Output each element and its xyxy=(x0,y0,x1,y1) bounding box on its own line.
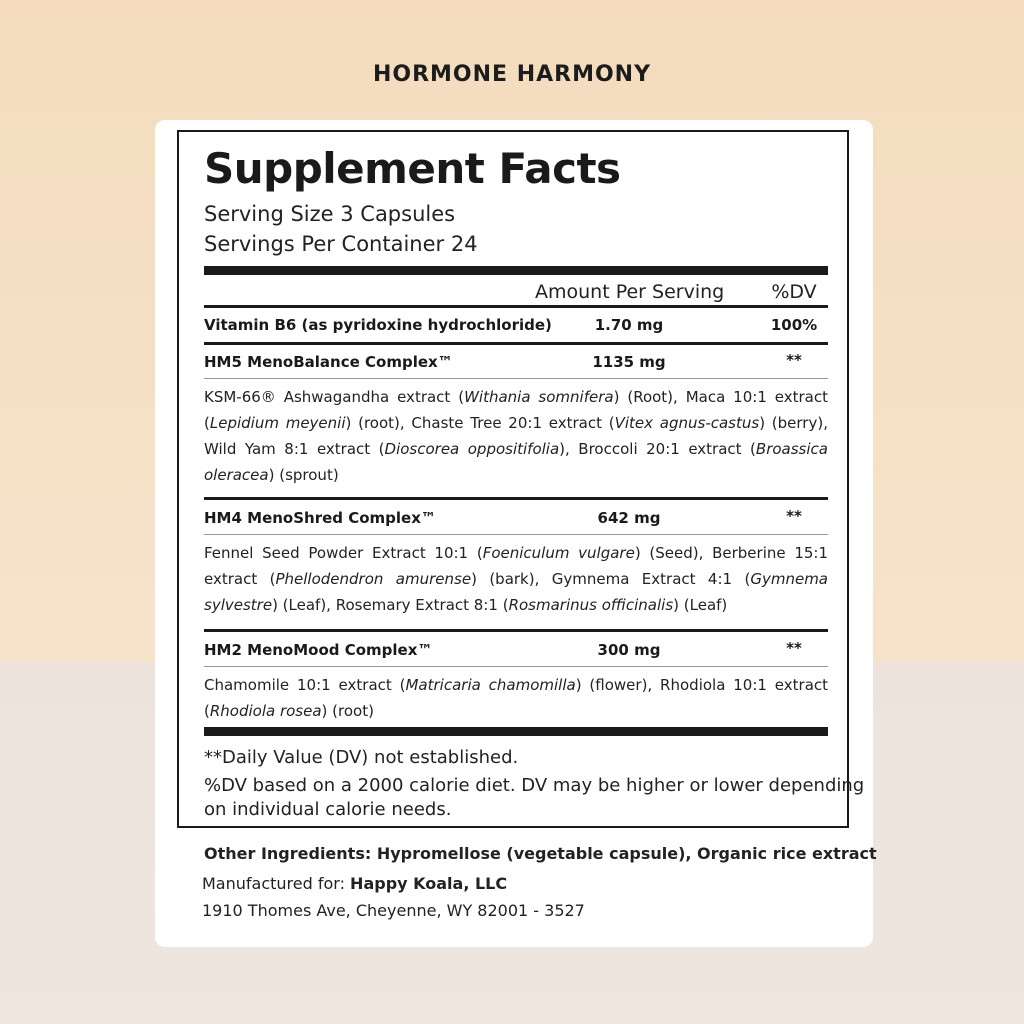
dv-header: %DV xyxy=(771,281,817,303)
ingredient-text: Fennel Seed Powder Extract 10:1 ( xyxy=(204,544,483,562)
botanical-name: Foeniculum vulgare xyxy=(482,544,635,562)
ingredient-text: ) (root) xyxy=(321,702,374,720)
row-amount: 642 mg xyxy=(597,509,661,527)
botanical-name: Broassica oleracea xyxy=(204,440,828,484)
row-dv: ** xyxy=(786,351,802,369)
row-name: HM4 MenoShred Complex™ xyxy=(204,509,436,527)
divider-thin xyxy=(204,378,828,379)
botanical-name: Gymnema sylvestre xyxy=(204,570,828,614)
divider-thick xyxy=(204,727,828,736)
botanical-name: Rhodiola rosea xyxy=(209,702,322,720)
ingredient-text: ) (Seed), Berberine 15:1 extract ( xyxy=(204,544,829,588)
botanical-name: Phellodendron amurense xyxy=(275,570,472,588)
manufacturer-name: Happy Koala, LLC xyxy=(350,874,508,893)
ingredient-text: ) (sprout) xyxy=(268,466,339,484)
supplement-facts-panel: Supplement Facts Serving Size 3 Capsules… xyxy=(177,130,864,828)
botanical-name: Vitex agnus-castus xyxy=(614,414,760,432)
ingredient-text: ) (flower), Rhodiola 10:1 extract ( xyxy=(204,676,829,720)
botanical-name: Lepidium meyenii xyxy=(209,414,346,432)
row-dv: ** xyxy=(786,639,802,657)
ingredient-text: ) (root), Chaste Tree 20:1 extract ( xyxy=(345,414,615,432)
divider xyxy=(204,342,828,345)
row-name: Vitamin B6 (as pyridoxine hydrochloride) xyxy=(204,316,552,334)
footnote: on individual calorie needs. xyxy=(204,799,452,820)
ingredient-text: ) (Root), Maca 10:1 extract ( xyxy=(204,388,828,432)
row-amount: 1.70 mg xyxy=(594,316,664,334)
row-name: HM5 MenoBalance Complex™ xyxy=(204,353,453,371)
supplement-card: Supplement Facts Serving Size 3 Capsules… xyxy=(155,120,877,947)
ingredient-text: ) (Leaf) xyxy=(673,596,728,614)
ingredient-text: KSM-66® Ashwagandha extract ( xyxy=(204,388,465,406)
divider xyxy=(204,305,828,308)
ingredient-text: ) (bark), Gymnema Extract 4:1 ( xyxy=(471,570,751,588)
ingredient-description: KSM-66® Ashwagandha extract (Withania so… xyxy=(204,384,828,488)
row-name: HM2 MenoMood Complex™ xyxy=(204,641,433,659)
row-dv: ** xyxy=(786,507,802,525)
ingredient-description: Chamomile 10:1 extract (Matricaria chamo… xyxy=(204,672,828,724)
botanical-name: Rosmarinus officinalis xyxy=(508,596,674,614)
ingredient-description: Fennel Seed Powder Extract 10:1 (Foenicu… xyxy=(204,540,828,618)
botanical-name: Dioscorea oppositifolia xyxy=(384,440,560,458)
footnote: **Daily Value (DV) not established. xyxy=(204,747,519,768)
row-amount: 300 mg xyxy=(597,641,661,659)
divider xyxy=(204,497,828,500)
divider-thick xyxy=(204,266,828,275)
ingredient-text: Chamomile 10:1 extract ( xyxy=(204,676,406,694)
manufacturer-prefix: Manufactured for: xyxy=(202,874,351,893)
panel-title: Supplement Facts xyxy=(204,144,621,193)
row-amount: 1135 mg xyxy=(592,353,666,371)
amount-header: Amount Per Serving xyxy=(535,281,725,303)
ingredient-text: ) (Leaf), Rosemary Extract 8:1 ( xyxy=(272,596,509,614)
divider-thin xyxy=(204,534,828,535)
manufacturer-address: 1910 Thomes Ave, Cheyenne, WY 82001 - 35… xyxy=(202,901,585,920)
divider-thin xyxy=(204,666,828,667)
servings-per-container: Servings Per Container 24 xyxy=(204,232,478,256)
botanical-name: Matricaria chamomilla xyxy=(405,676,576,694)
ingredient-text: ) (berry), Wild Yam 8:1 extract ( xyxy=(204,414,828,458)
footnote: %DV based on a 2000 calorie diet. DV may… xyxy=(204,775,865,796)
divider xyxy=(204,629,828,632)
manufacturer: Manufactured for: Happy Koala, LLC xyxy=(202,874,507,893)
botanical-name: Withania somnifera xyxy=(464,388,614,406)
serving-size: Serving Size 3 Capsules xyxy=(204,202,456,226)
ingredient-text: ), Broccoli 20:1 extract ( xyxy=(559,440,756,458)
row-dv: 100% xyxy=(770,316,818,334)
other-ingredients: Other Ingredients: Hypromellose (vegetab… xyxy=(204,844,877,863)
brand-title: HORMONE HARMONY xyxy=(372,62,652,87)
